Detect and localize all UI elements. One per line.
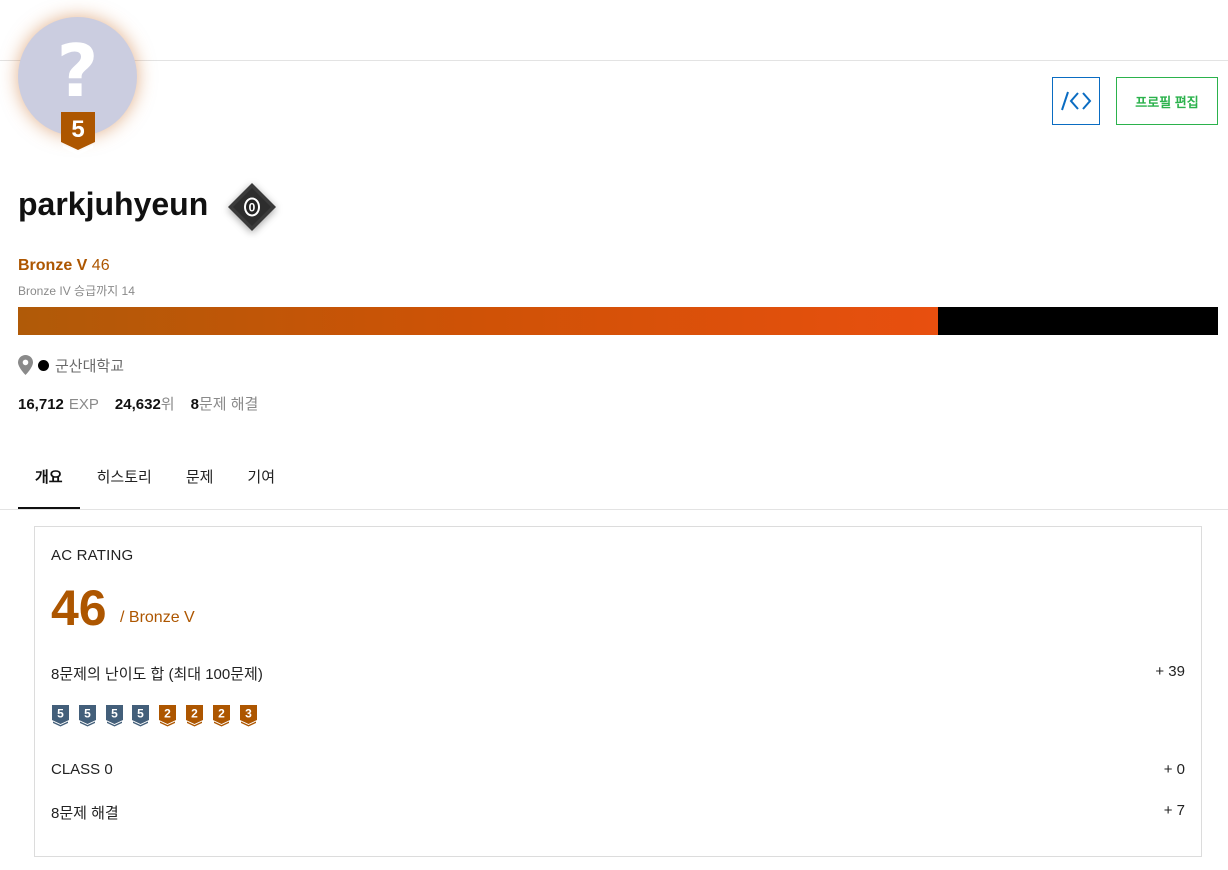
problem-tier-badge-level: 3	[245, 707, 252, 721]
bronze-tier-badge-icon: 5	[61, 112, 95, 155]
svg-text:0: 0	[249, 201, 256, 215]
tab-history[interactable]: 히스토리	[96, 469, 152, 486]
problem-tier-badge-level: 2	[191, 707, 198, 721]
rank-value: 24,632	[114, 396, 161, 413]
ac-rating-value: 46	[51, 580, 107, 636]
ac-rating-title: AC RATING	[51, 547, 134, 564]
problem-tier-badge-icon: 5	[105, 705, 123, 727]
location-pin-icon	[18, 355, 33, 375]
difficulty-sum-label: 8문제의 난이도 합 (최대 100문제)	[51, 666, 263, 683]
problem-tier-badge-level: 2	[218, 707, 225, 721]
solved-count-label: 8문제 해결	[51, 805, 119, 822]
problem-tier-badge-level: 5	[138, 707, 145, 721]
problem-tier-badges: 5 5 5 5 2 2 2 3	[52, 705, 266, 727]
problem-tier-badge-icon: 2	[185, 705, 203, 727]
profile-tabs: 개요 히스토리 문제 기여	[18, 457, 292, 509]
exp-value: 16,712	[18, 396, 64, 413]
ac-rating-card: AC RATING 46 / Bronze V 8문제의 난이도 합 (최대 1…	[34, 526, 1202, 857]
class-badge-icon[interactable]: 0	[226, 181, 278, 233]
class-label: CLASS 0	[51, 761, 113, 778]
header-divider	[0, 60, 1228, 61]
problem-tier-badge-level: 5	[111, 707, 118, 721]
tier-name: Bronze V	[18, 257, 88, 274]
organization-name: 군산대학교	[55, 357, 125, 375]
problem-tier-badge-level: 5	[57, 707, 64, 721]
tier-rating: 46	[91, 257, 110, 274]
problem-tier-badge-level: 5	[84, 707, 91, 721]
exp-unit: EXP	[68, 396, 99, 413]
problem-tier-badge-icon: 5	[132, 705, 150, 727]
avatar[interactable]: ? 5	[18, 17, 137, 155]
edit-profile-button[interactable]: 프로필 편집	[1116, 77, 1218, 125]
organization[interactable]: 군산대학교	[18, 354, 124, 376]
problem-tier-badge-icon: 2	[212, 705, 230, 727]
rating-progress-fill	[18, 307, 939, 335]
code-view-button[interactable]	[1052, 77, 1100, 125]
solved-value: 8	[190, 396, 199, 413]
ac-rating-tier: / Bronze V	[120, 609, 195, 626]
solved-count-value: + 7	[1163, 802, 1185, 819]
tier-summary: Bronze V 46	[18, 256, 110, 276]
next-tier-text: Bronze IV 승급까지 14	[18, 284, 135, 298]
avatar-placeholder-icon: ?	[56, 29, 99, 113]
problem-tier-badge-icon: 5	[78, 705, 96, 727]
rating-progress-bar	[18, 307, 1218, 335]
tab-contributions[interactable]: 기여	[247, 469, 276, 486]
svg-text:5: 5	[71, 116, 84, 143]
username: parkjuhyeun	[18, 186, 209, 222]
class-value: + 0	[1163, 761, 1185, 778]
difficulty-sum-value: + 39	[1155, 663, 1185, 680]
tab-overview[interactable]: 개요	[18, 457, 80, 509]
tab-problems[interactable]: 문제	[185, 469, 214, 486]
tabs-divider	[0, 509, 1228, 510]
problem-tier-badge-icon: 2	[159, 705, 177, 727]
solved-unit: 문제 해결	[198, 396, 259, 413]
code-brackets-icon	[1061, 91, 1092, 111]
rank-unit: 위	[160, 396, 175, 413]
problem-tier-badge-icon: 5	[52, 705, 69, 727]
problem-tier-badge-level: 2	[164, 707, 171, 721]
profile-stats: 16,712 EXP 24,632 위 8 문제 해결	[18, 395, 258, 415]
problem-tier-badge-icon: 3	[239, 705, 257, 727]
organization-dot-icon	[38, 359, 49, 371]
